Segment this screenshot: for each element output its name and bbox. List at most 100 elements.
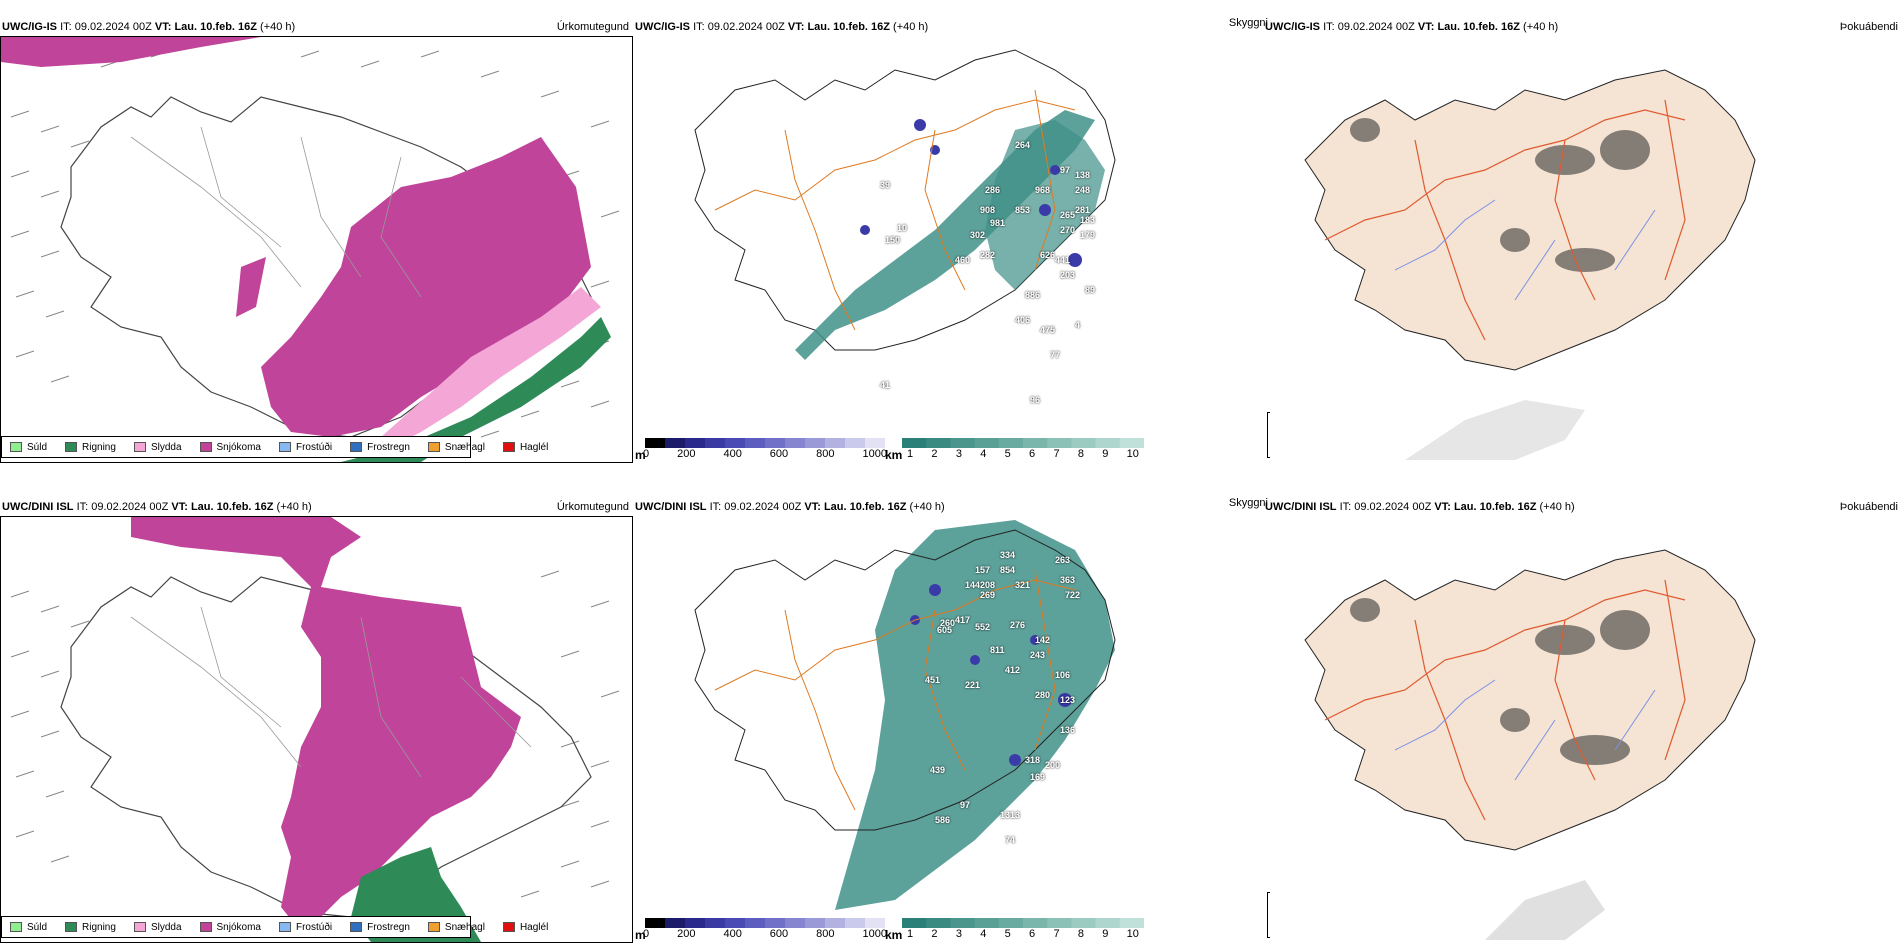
colorbar-cell <box>950 438 976 448</box>
visibility-value: 302 <box>970 230 986 240</box>
legend-swatch <box>502 442 515 452</box>
visibility-value: 179 <box>1080 230 1096 240</box>
iceland-land <box>1304 69 1756 371</box>
map-frame <box>0 36 633 463</box>
visibility-value: 886 <box>1025 290 1041 300</box>
visibility-value: 853 <box>1015 205 1031 215</box>
fog-offshore <box>1485 880 1605 940</box>
visibility-colorbar-km <box>902 438 1144 448</box>
visibility-value: 260 <box>940 618 956 628</box>
colorbar-cell <box>765 918 786 928</box>
visibility-value: 264 <box>1015 140 1031 150</box>
colorbar-cell <box>845 918 866 928</box>
visibility-value: 150 <box>885 235 901 245</box>
wind-barbs <box>10 50 620 438</box>
colorbar-cell <box>825 438 846 448</box>
legend-swatch <box>133 922 146 932</box>
legend-swatch <box>502 922 515 932</box>
roads <box>714 89 1076 331</box>
visibility-value: 286 <box>985 185 1001 195</box>
ticks-m: 0 200 400 600 800 1000 <box>643 448 887 460</box>
precip-panel-row1: UWC/DINI ISL IT: 09.02.2024 00Z VT: Lau.… <box>0 480 635 950</box>
colorbar-cell <box>902 918 927 928</box>
colorbar-cell <box>926 918 951 928</box>
legend-swatch <box>350 922 363 932</box>
visibility-value: 1313 <box>1000 810 1021 820</box>
legend-swatch <box>427 442 440 452</box>
legend-swatch <box>278 442 291 452</box>
visibility-value: 811 <box>990 645 1005 655</box>
visibility-value: 248 <box>1075 185 1091 195</box>
visibility-value: 269 <box>980 590 996 600</box>
colorbar-cell <box>685 438 706 448</box>
colorbar-cell <box>685 918 706 928</box>
rivers <box>1394 199 1656 301</box>
colorbar-cell <box>825 918 846 928</box>
colorbar-cell <box>865 918 885 928</box>
visibility-value: 263 <box>1055 555 1071 565</box>
panel-title: Þokuábendi <box>1839 501 1898 513</box>
panel-header: UWC/DINI ISL IT: 09.02.2024 00Z VT: Lau.… <box>2 501 312 513</box>
visibility-value: 243 <box>1030 650 1046 660</box>
precip-map <box>1 37 620 462</box>
legend-swatch <box>65 922 78 932</box>
visibility-numbers-row1: 334 263 157 854 363 144 208 321 722 269 260 417 276 6… <box>635 510 1270 910</box>
colorbar-cell <box>1095 438 1121 448</box>
panel-title: Skyggni <box>1228 17 1268 29</box>
visibility-value: 4 <box>1075 320 1081 330</box>
visibility-value: 412 <box>1005 665 1021 675</box>
visibility-colorbar-m <box>645 918 885 928</box>
iceland-outline <box>60 576 592 918</box>
colorbar-cell <box>665 918 686 928</box>
legend-swatch <box>427 922 440 932</box>
colorbar-cell <box>1119 438 1144 448</box>
legend-item: Rigning <box>65 442 116 453</box>
colorbar-cell <box>1071 438 1097 448</box>
colorbar-cell <box>645 918 666 928</box>
colorbar-cell <box>1119 918 1144 928</box>
colorbar-cell <box>998 438 1024 448</box>
visibility-value: 321 <box>1015 580 1031 590</box>
visibility-numbers-row0: 41 264 97 286 968 138 248 39 908 853 281 981 265 183 3… <box>635 30 1270 430</box>
legend-item: Haglél <box>502 922 548 933</box>
colorbar-cell <box>665 438 686 448</box>
wind-barbs <box>10 570 620 898</box>
colorbar-cell <box>845 438 866 448</box>
legend-item: Frostúði <box>278 442 332 453</box>
unit-m: m <box>635 448 646 462</box>
fog-map <box>1304 69 1756 460</box>
colorbar-cell <box>765 438 786 448</box>
visibility-value: 441 <box>1055 255 1071 265</box>
colorbar-cell <box>974 918 1000 928</box>
visibility-value: 451 <box>925 675 941 685</box>
visibility-value: 460 <box>955 255 971 265</box>
vis-green-area <box>835 520 1115 910</box>
colorbar-cell <box>1047 918 1072 928</box>
visibility-value: 208 <box>980 580 996 590</box>
visibility-value: 908 <box>980 205 996 215</box>
visibility-value: 97 <box>960 800 971 810</box>
rivers <box>1394 679 1656 781</box>
legend-item: Súld <box>10 442 47 453</box>
colorbar-cell <box>745 438 766 448</box>
visibility-value: 200 <box>1045 760 1061 770</box>
legend-swatch <box>278 922 291 932</box>
fog-shading <box>1350 598 1650 765</box>
legend-swatch <box>199 922 212 932</box>
roads <box>714 569 1076 811</box>
sleet-area <box>381 287 601 447</box>
panel-header: UWC/IG-IS IT: 09.02.2024 00Z VT: Lau. 10… <box>1265 21 1559 33</box>
colorbar-cell <box>865 438 885 448</box>
panel-header: UWC/DINI ISL IT: 09.02.2024 00Z VT: Lau.… <box>1265 501 1575 513</box>
visibility-value: 106 <box>1055 670 1071 680</box>
visibility-value: 169 <box>1030 772 1046 782</box>
snow-area <box>131 517 521 932</box>
panel-title: Úrkomutegund <box>556 501 629 513</box>
colorbar-cell <box>705 918 726 928</box>
unit-m: m <box>635 928 646 942</box>
visibility-value: 475 <box>1040 325 1056 335</box>
fog-legend-row1: 0 60 <box>1267 892 1270 938</box>
legend-item: Frostregn <box>350 442 410 453</box>
snow-area <box>261 137 591 437</box>
colorbar-cell <box>645 438 666 448</box>
